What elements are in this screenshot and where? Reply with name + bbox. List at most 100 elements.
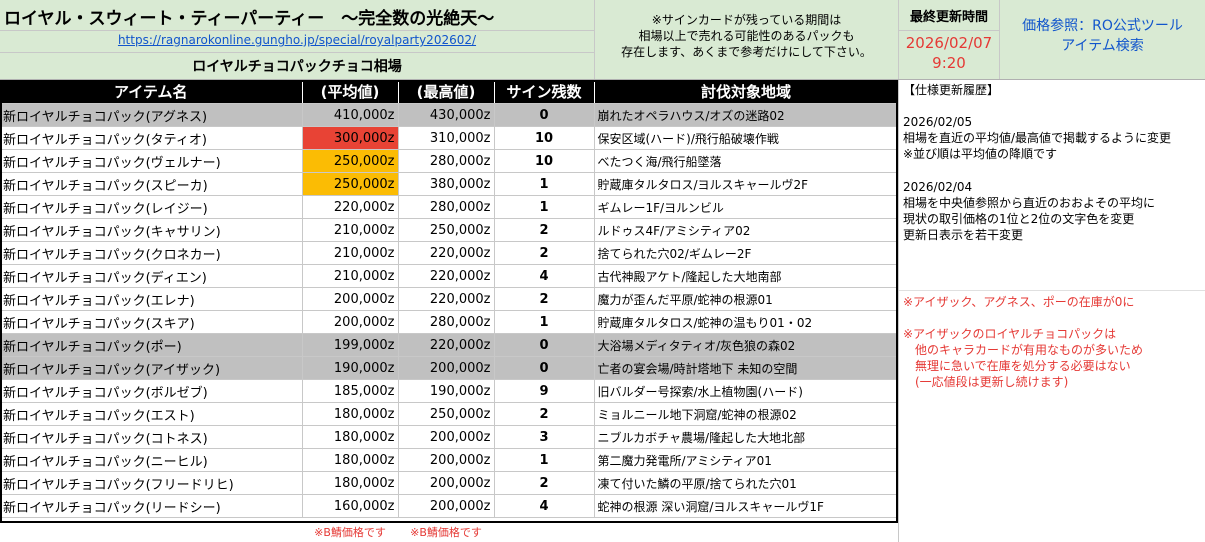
hunt-area-cell[interactable]: 蛇神の根源 深い洞窟/ヨルスキャールヴ1F xyxy=(594,494,899,518)
sign-count-cell[interactable]: 1 xyxy=(494,172,595,196)
hunt-area-cell[interactable]: ミョルニール地下洞窟/蛇神の根源02 xyxy=(594,402,899,426)
item-name-cell[interactable]: 新ロイヤルチョコパック(クロネカー) xyxy=(0,241,303,265)
hunt-area-cell[interactable]: 貯蔵庫タルタロス/ヨルスキャールヴ2F xyxy=(594,172,899,196)
avg-price-cell[interactable]: 180,000z xyxy=(302,471,399,495)
max-price-cell[interactable]: 190,000z xyxy=(398,379,495,403)
avg-price-cell[interactable]: 210,000z xyxy=(302,218,399,242)
sign-count-cell[interactable]: 4 xyxy=(494,494,595,518)
item-name-cell[interactable]: 新ロイヤルチョコパック(アグネス) xyxy=(0,103,303,127)
max-price-cell[interactable]: 250,000z xyxy=(398,218,495,242)
table-row: 新ロイヤルチョコパック(リードシー) 160,000z 200,000z 4 蛇神の根源… xyxy=(0,494,899,518)
avg-price-cell[interactable]: 180,000z xyxy=(302,402,399,426)
max-price-cell[interactable]: 220,000z xyxy=(398,241,495,265)
item-name-cell[interactable]: 新ロイヤルチョコパック(ディエン) xyxy=(0,264,303,288)
hunt-area-cell[interactable]: 捨てられた穴02/ギムレー2F xyxy=(594,241,899,265)
avg-price-cell[interactable]: 250,000z xyxy=(302,149,399,173)
avg-price-cell[interactable]: 410,000z xyxy=(302,103,399,127)
sign-count-cell[interactable]: 3 xyxy=(494,425,595,449)
sign-count-cell[interactable]: 4 xyxy=(494,264,595,288)
max-price-cell[interactable]: 380,000z xyxy=(398,172,495,196)
item-name-cell[interactable]: 新ロイヤルチョコパック(フリードリヒ) xyxy=(0,471,303,495)
sign-count-cell[interactable]: 2 xyxy=(494,241,595,265)
item-name-cell[interactable]: 新ロイヤルチョコパック(エレナ) xyxy=(0,287,303,311)
max-price-cell[interactable]: 200,000z xyxy=(398,448,495,472)
hunt-area-cell[interactable]: 凍て付いた鱗の平原/捨てられた穴01 xyxy=(594,471,899,495)
avg-price-cell[interactable]: 160,000z xyxy=(302,494,399,518)
avg-price-cell[interactable]: 250,000z xyxy=(302,172,399,196)
item-name-cell[interactable]: 新ロイヤルチョコパック(ヴェルナー) xyxy=(0,149,303,173)
item-name-cell[interactable]: 新ロイヤルチョコパック(ボルゼブ) xyxy=(0,379,303,403)
avg-price-cell[interactable]: 220,000z xyxy=(302,195,399,219)
notice-line: 存在します、あくまで参考だけにして下さい。 xyxy=(621,45,872,59)
avg-price-cell[interactable]: 190,000z xyxy=(302,356,399,380)
item-name-cell[interactable]: 新ロイヤルチョコパック(コトネス) xyxy=(0,425,303,449)
max-price-cell[interactable]: 200,000z xyxy=(398,494,495,518)
max-price-cell[interactable]: 220,000z xyxy=(398,287,495,311)
avg-price-cell[interactable]: 180,000z xyxy=(302,425,399,449)
avg-price-cell[interactable]: 199,000z xyxy=(302,333,399,357)
sign-count-cell[interactable]: 0 xyxy=(494,333,595,357)
item-name-cell[interactable]: 新ロイヤルチョコパック(ニーヒル) xyxy=(0,448,303,472)
avg-price-cell[interactable]: 300,000z xyxy=(302,126,399,150)
item-name-cell[interactable]: 新ロイヤルチョコパック(アイザック) xyxy=(0,356,303,380)
hunt-area-cell[interactable]: 崩れたオペラハウス/オズの迷路02 xyxy=(594,103,899,127)
avg-price-cell[interactable]: 200,000z xyxy=(302,287,399,311)
divider xyxy=(0,52,594,53)
sign-count-cell[interactable]: 10 xyxy=(494,126,595,150)
max-price-cell[interactable]: 200,000z xyxy=(398,425,495,449)
sign-count-cell[interactable]: 1 xyxy=(494,195,595,219)
sign-count-cell[interactable]: 0 xyxy=(494,356,595,380)
item-name-cell[interactable]: 新ロイヤルチョコパック(タティオ) xyxy=(0,126,303,150)
avg-price-cell[interactable]: 210,000z xyxy=(302,264,399,288)
max-price-cell[interactable]: 280,000z xyxy=(398,310,495,334)
disclaimer-notice: ※サインカードが残っている期間は 相場以上で売れる可能性のあるパックも 存在しま… xyxy=(595,0,898,78)
hunt-area-cell[interactable]: 亡者の宴会場/時計塔地下 未知の空間 xyxy=(594,356,899,380)
sign-count-cell[interactable]: 2 xyxy=(494,218,595,242)
hunt-area-cell[interactable]: 旧バルダー号探索/水上植物園(ハード) xyxy=(594,379,899,403)
avg-price-cell[interactable]: 210,000z xyxy=(302,241,399,265)
avg-price-cell[interactable]: 200,000z xyxy=(302,310,399,334)
max-price-cell[interactable]: 200,000z xyxy=(398,356,495,380)
hunt-area-cell[interactable]: 大浴場メディタティオ/灰色狼の森02 xyxy=(594,333,899,357)
max-price-cell[interactable]: 220,000z xyxy=(398,333,495,357)
sign-count-cell[interactable]: 1 xyxy=(494,310,595,334)
max-price-cell[interactable]: 280,000z xyxy=(398,149,495,173)
avg-price-cell[interactable]: 185,000z xyxy=(302,379,399,403)
max-price-cell[interactable]: 250,000z xyxy=(398,402,495,426)
history-entry-line: ※並び順は平均値の降順です xyxy=(903,147,1058,161)
sign-count-cell[interactable]: 2 xyxy=(494,287,595,311)
price-reference[interactable]: 価格参照：RO公式ツール アイテム検索 xyxy=(1000,0,1205,78)
updated-time: 9:20 xyxy=(932,54,966,72)
divider xyxy=(0,79,1205,80)
item-name-cell[interactable]: 新ロイヤルチョコパック(レイジー) xyxy=(0,195,303,219)
hunt-area-cell[interactable]: 魔力が歪んだ平原/蛇神の根源01 xyxy=(594,287,899,311)
item-name-cell[interactable]: 新ロイヤルチョコパック(スピーカ) xyxy=(0,172,303,196)
item-name-cell[interactable]: 新ロイヤルチョコパック(リードシー) xyxy=(0,494,303,518)
max-price-cell[interactable]: 200,000z xyxy=(398,471,495,495)
hunt-area-cell[interactable]: ニブルカボチャ農場/隆起した大地北部 xyxy=(594,425,899,449)
table-row: 新ロイヤルチョコパック(フリードリヒ) 180,000z 200,000z 2 凍て付い… xyxy=(0,471,899,495)
hunt-area-cell[interactable]: 第二魔力発電所/アミシティア01 xyxy=(594,448,899,472)
hunt-area-cell[interactable]: ギムレー1F/ヨルンビル xyxy=(594,195,899,219)
hunt-area-cell[interactable]: 貯蔵庫タルタロス/蛇神の温もり01・02 xyxy=(594,310,899,334)
hunt-area-cell[interactable]: ルドゥス4F/アミシティア02 xyxy=(594,218,899,242)
max-price-cell[interactable]: 430,000z xyxy=(398,103,495,127)
item-name-cell[interactable]: 新ロイヤルチョコパック(エスト) xyxy=(0,402,303,426)
max-price-cell[interactable]: 310,000z xyxy=(398,126,495,150)
sign-count-cell[interactable]: 2 xyxy=(494,402,595,426)
sign-count-cell[interactable]: 1 xyxy=(494,448,595,472)
max-price-cell[interactable]: 220,000z xyxy=(398,264,495,288)
sign-count-cell[interactable]: 9 xyxy=(494,379,595,403)
sign-count-cell[interactable]: 10 xyxy=(494,149,595,173)
sign-count-cell[interactable]: 2 xyxy=(494,471,595,495)
avg-price-cell[interactable]: 180,000z xyxy=(302,448,399,472)
item-name-cell[interactable]: 新ロイヤルチョコパック(ポー) xyxy=(0,333,303,357)
hunt-area-cell[interactable]: 古代神殿アケト/隆起した大地南部 xyxy=(594,264,899,288)
item-name-cell[interactable]: 新ロイヤルチョコパック(キャサリン) xyxy=(0,218,303,242)
hunt-area-cell[interactable]: べたつく海/飛行船墜落 xyxy=(594,149,899,173)
event-link[interactable]: https://ragnarokonline.gungho.jp/special… xyxy=(117,33,477,47)
item-name-cell[interactable]: 新ロイヤルチョコパック(スキア) xyxy=(0,310,303,334)
max-price-cell[interactable]: 280,000z xyxy=(398,195,495,219)
sign-count-cell[interactable]: 0 xyxy=(494,103,595,127)
hunt-area-cell[interactable]: 保安区域(ハード)/飛行船破壊作戦 xyxy=(594,126,899,150)
